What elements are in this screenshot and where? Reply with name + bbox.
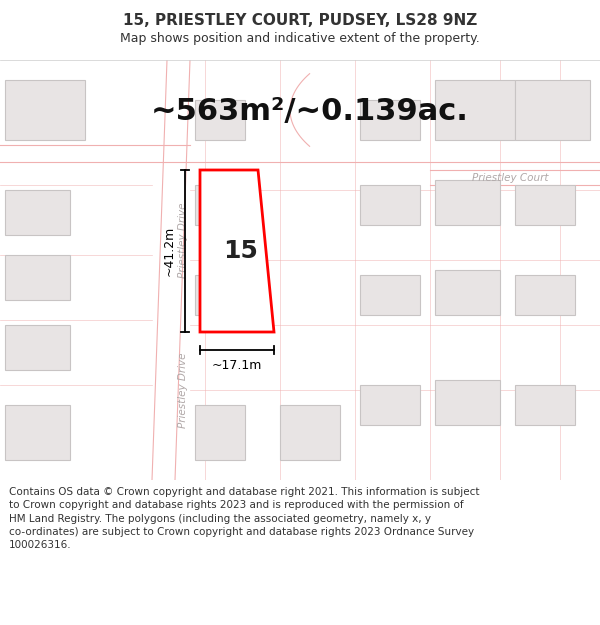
Bar <box>195 405 245 460</box>
Bar <box>515 275 575 315</box>
Bar <box>360 185 420 225</box>
Text: ~41.2m: ~41.2m <box>163 226 176 276</box>
Bar <box>195 185 245 225</box>
Bar <box>5 405 70 460</box>
Text: Contains OS data © Crown copyright and database right 2021. This information is : Contains OS data © Crown copyright and d… <box>9 488 479 550</box>
Bar <box>360 100 420 140</box>
Text: 15: 15 <box>224 239 259 263</box>
Bar <box>515 80 590 140</box>
Polygon shape <box>200 170 274 332</box>
Bar <box>5 80 85 140</box>
Text: Priestley Drive: Priestley Drive <box>178 352 188 428</box>
Text: ~17.1m: ~17.1m <box>212 359 262 372</box>
Bar <box>5 325 70 370</box>
Bar <box>435 80 515 140</box>
Bar <box>360 385 420 425</box>
Text: 15, PRIESTLEY COURT, PUDSEY, LS28 9NZ: 15, PRIESTLEY COURT, PUDSEY, LS28 9NZ <box>123 13 477 28</box>
Bar <box>515 385 575 425</box>
Bar <box>280 405 340 460</box>
Bar <box>360 275 420 315</box>
Bar <box>5 255 70 300</box>
Bar <box>435 270 500 315</box>
Bar <box>195 275 245 315</box>
Text: Map shows position and indicative extent of the property.: Map shows position and indicative extent… <box>120 32 480 45</box>
Bar <box>435 180 500 225</box>
Bar <box>5 190 70 235</box>
Text: Priestley Drive: Priestley Drive <box>178 202 188 278</box>
Text: ~563m²/~0.139ac.: ~563m²/~0.139ac. <box>151 97 469 126</box>
Text: Priestley Court: Priestley Court <box>472 173 548 183</box>
Bar <box>515 185 575 225</box>
Bar <box>195 100 245 140</box>
Bar <box>435 380 500 425</box>
